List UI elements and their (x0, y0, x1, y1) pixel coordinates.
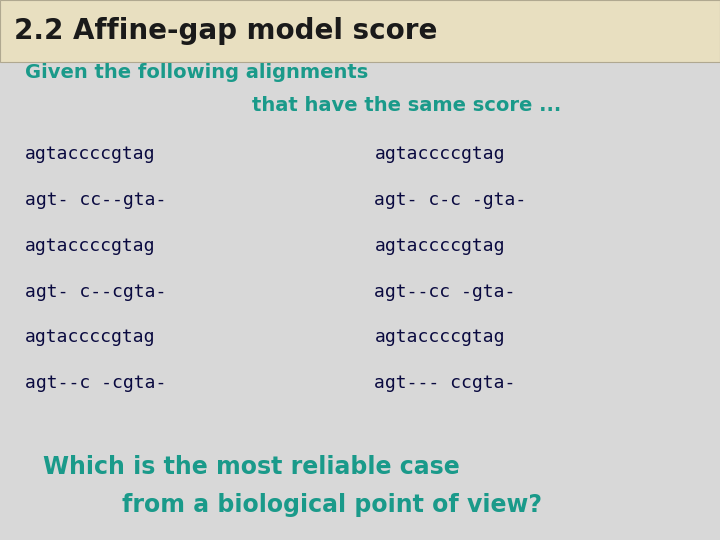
Text: agt- cc--gta-: agt- cc--gta- (25, 191, 166, 209)
Text: agt- c--cgta-: agt- c--cgta- (25, 282, 166, 301)
Text: from a biological point of view?: from a biological point of view? (122, 493, 542, 517)
Text: that have the same score ...: that have the same score ... (252, 96, 562, 115)
Text: 2.2 Affine-gap model score: 2.2 Affine-gap model score (14, 17, 438, 45)
Text: agt--c -cgta-: agt--c -cgta- (25, 374, 166, 393)
Text: agt- c-c -gta-: agt- c-c -gta- (374, 191, 526, 209)
Text: agtaccccgtag: agtaccccgtag (374, 145, 505, 163)
Text: Given the following alignments: Given the following alignments (25, 63, 369, 83)
FancyBboxPatch shape (0, 0, 720, 62)
Text: agt--- ccgta-: agt--- ccgta- (374, 374, 516, 393)
Text: agtaccccgtag: agtaccccgtag (374, 328, 505, 347)
Text: agtaccccgtag: agtaccccgtag (374, 237, 505, 255)
Text: agtaccccgtag: agtaccccgtag (25, 145, 156, 163)
Text: agtaccccgtag: agtaccccgtag (25, 237, 156, 255)
Text: Which is the most reliable case: Which is the most reliable case (43, 455, 460, 479)
Text: agtaccccgtag: agtaccccgtag (25, 328, 156, 347)
Text: agt--cc -gta-: agt--cc -gta- (374, 282, 516, 301)
